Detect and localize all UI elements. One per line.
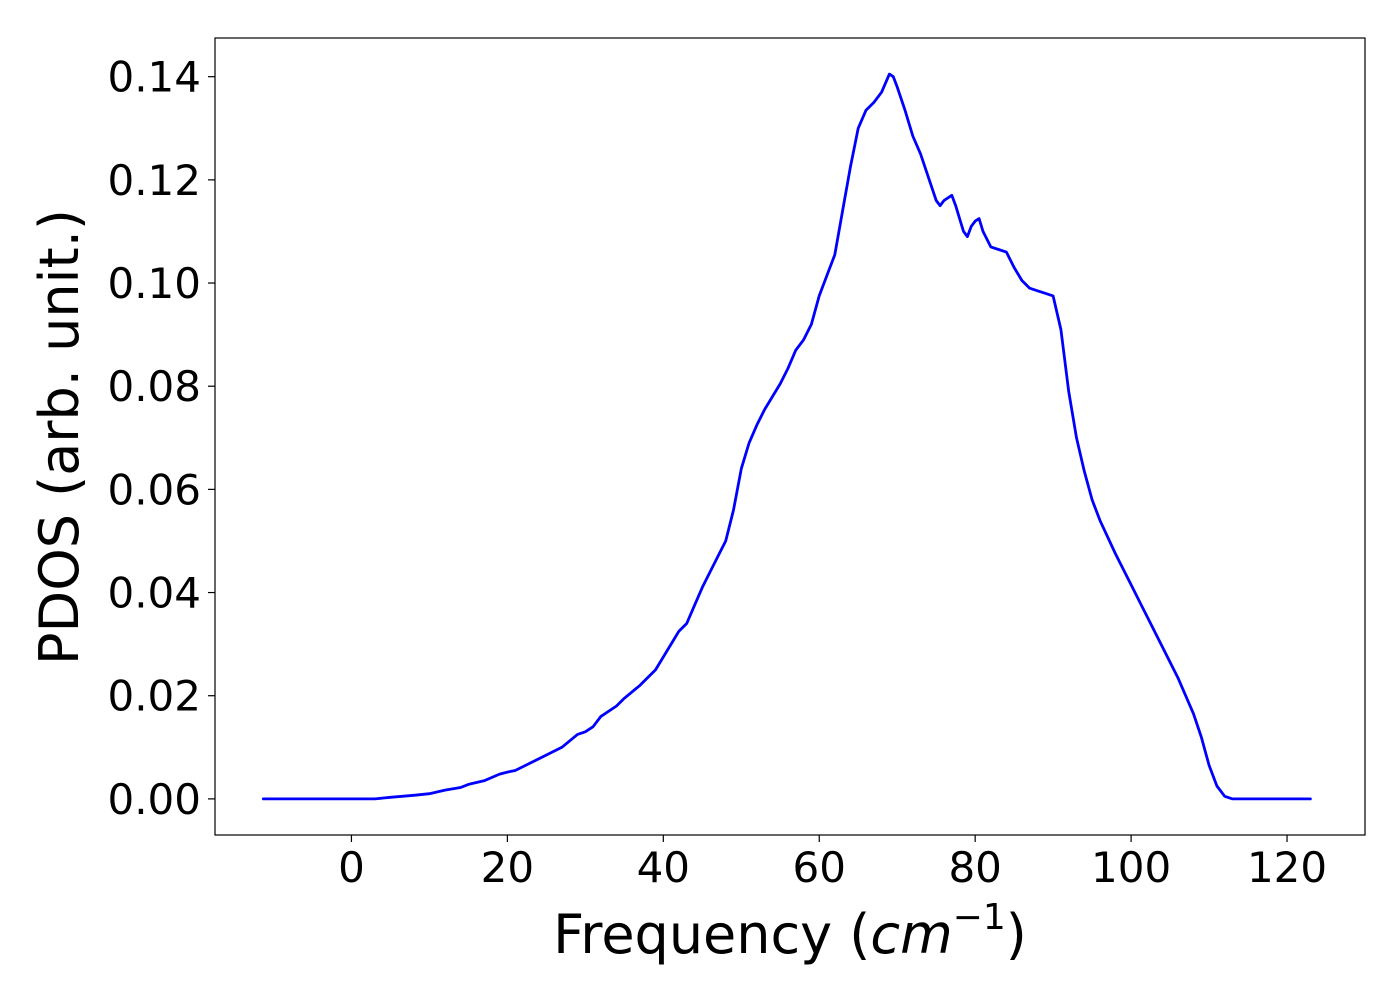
y-tick-label: 0.10 xyxy=(107,259,201,308)
x-tick-label: 60 xyxy=(793,843,846,892)
x-tick-label: 80 xyxy=(948,843,1001,892)
plot-frame xyxy=(214,37,1366,836)
y-tick-label: 0.02 xyxy=(107,672,201,721)
pdos-series-line xyxy=(261,72,1312,801)
x-axis-label-text: Frequency ( xyxy=(553,903,870,966)
y-tick-label: 0.14 xyxy=(107,53,201,102)
x-axis-label-exponent: −1 xyxy=(953,897,1006,938)
y-tick-label: 0.00 xyxy=(107,775,201,824)
x-tick-label: 120 xyxy=(1247,843,1327,892)
y-tick-label: 0.12 xyxy=(107,156,201,205)
x-tick-label: 100 xyxy=(1091,843,1171,892)
y-axis-ticks: 0.00 0.02 0.04 0.06 0.08 0.10 0.12 0.14 xyxy=(107,53,215,824)
x-tick-label: 20 xyxy=(481,843,534,892)
y-tick-label: 0.06 xyxy=(107,465,201,514)
x-axis-label: Frequency (cm−1) xyxy=(553,897,1027,966)
x-axis-ticks: 0 20 40 60 80 100 120 xyxy=(338,835,1327,892)
y-tick-label: 0.08 xyxy=(107,362,201,411)
x-tick-label: 0 xyxy=(338,843,365,892)
plot-area xyxy=(214,37,1366,836)
y-tick-label: 0.04 xyxy=(107,569,201,618)
x-axis-label-close: ) xyxy=(1006,903,1027,966)
x-tick-label: 40 xyxy=(637,843,690,892)
y-axis-label: PDOS (arb. unit.) xyxy=(28,209,91,665)
x-axis-label-unit: cm xyxy=(870,903,952,966)
